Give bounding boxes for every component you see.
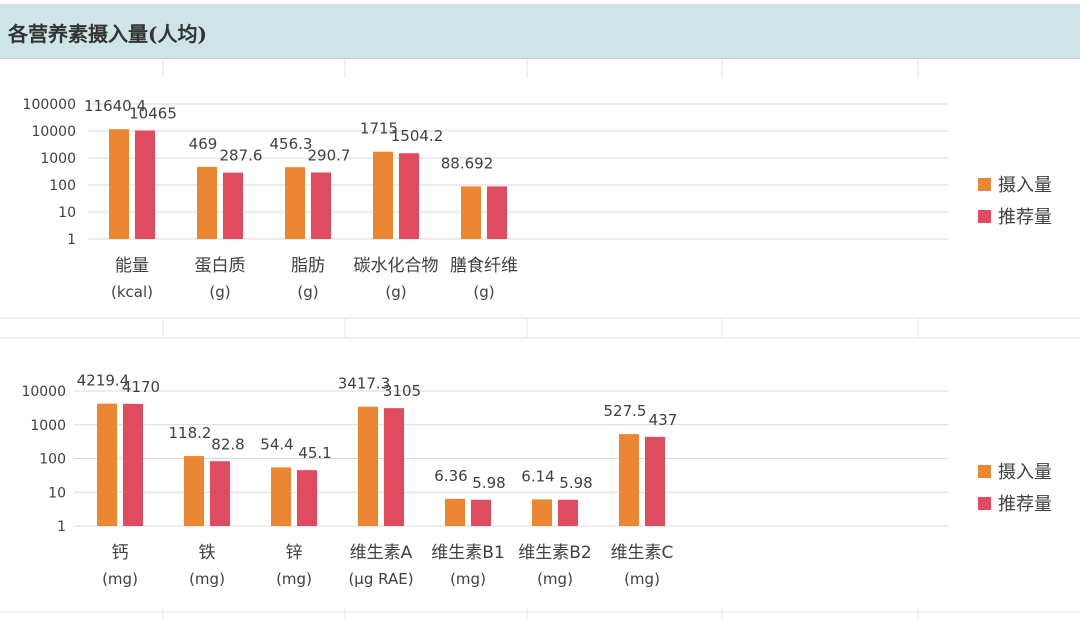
bar-recommended	[558, 499, 578, 526]
y-tick-label: 1000	[40, 151, 76, 167]
bar-intake	[97, 403, 117, 526]
legend-swatch-intake	[978, 178, 991, 191]
y-tick-label: 10000	[21, 384, 66, 400]
y-tick-label: 1	[57, 519, 66, 535]
data-label: 3417.3	[338, 375, 391, 393]
y-tick-label: 10	[58, 205, 76, 221]
data-label: 3105	[383, 382, 421, 400]
bar-intake	[285, 167, 305, 239]
data-label: 82.8	[211, 435, 244, 453]
sheet-header: 各营养素摄入量(人均)	[0, 4, 1080, 59]
bar-intake	[184, 456, 204, 526]
data-label: 527.5	[604, 402, 647, 420]
category-label: 锌	[286, 543, 303, 563]
category-label: 维生素A	[350, 543, 413, 563]
data-label: 11640.4	[84, 97, 146, 115]
data-label: 118.2	[169, 424, 212, 442]
page-title: 各营养素摄入量(人均)	[8, 22, 207, 46]
y-tick-label: 10000	[31, 124, 76, 140]
bar-recommended	[645, 436, 665, 526]
data-label: 54.4	[260, 435, 293, 453]
category-label: 钙	[112, 543, 129, 563]
data-label: 1504.2	[391, 127, 444, 145]
data-label: 4170	[122, 378, 160, 396]
category-label: 能量	[115, 256, 149, 276]
category-unit: (g)	[297, 283, 318, 301]
data-label: 5.98	[472, 474, 505, 492]
bar-recommended	[384, 408, 404, 526]
legend-label-recommended: 推荐量	[998, 494, 1052, 515]
data-label: 88.692	[441, 154, 494, 172]
bar-intake	[358, 406, 378, 526]
data-label: 6.36	[434, 467, 467, 485]
bar-intake	[461, 186, 481, 239]
category-label: 碳水化合物	[354, 256, 439, 276]
category-label: 铁	[199, 543, 216, 563]
bar-intake	[373, 151, 393, 239]
category-unit: (mg)	[189, 570, 225, 588]
data-label: 10465	[129, 104, 177, 122]
category-unit: (mg)	[624, 570, 660, 588]
bar-recommended	[399, 153, 419, 239]
y-tick-label: 100	[49, 178, 76, 194]
category-label: 蛋白质	[195, 256, 246, 276]
bar-recommended	[135, 130, 155, 239]
bar-recommended	[210, 461, 230, 526]
category-unit: (g)	[473, 283, 494, 301]
category-label: 维生素C	[611, 543, 674, 563]
category-unit: (mg)	[276, 570, 312, 588]
category-unit: (g)	[385, 283, 406, 301]
legend-swatch-recommended	[978, 210, 991, 223]
y-tick-label: 10	[48, 485, 66, 501]
y-tick-label: 100	[39, 452, 66, 468]
y-tick-label: 1000	[30, 418, 66, 434]
legend-label-intake: 摄入量	[998, 462, 1052, 483]
category-label: 维生素B1	[431, 543, 504, 563]
bar-recommended	[311, 172, 331, 239]
data-label: 45.1	[298, 444, 331, 462]
legend-swatch-recommended	[978, 497, 991, 510]
data-label: 6.14	[521, 467, 554, 485]
bar-recommended	[223, 172, 243, 239]
y-tick-label: 1	[67, 232, 76, 248]
bar-intake	[197, 166, 217, 239]
legend-label-recommended: 推荐量	[998, 207, 1052, 228]
bar-intake	[109, 129, 129, 239]
data-label: 456.3	[270, 135, 313, 153]
bar-intake	[532, 499, 552, 526]
category-label: 膳食纤维	[450, 256, 518, 276]
data-label: 437	[649, 411, 678, 429]
bar-recommended	[123, 403, 143, 526]
category-unit: (mg)	[537, 570, 573, 588]
bar-intake	[271, 467, 291, 526]
bar-recommended	[297, 470, 317, 526]
legend-swatch-intake	[978, 465, 991, 478]
category-unit: (μg RAE)	[348, 570, 413, 588]
data-label: 287.6	[220, 147, 263, 165]
category-unit: (kcal)	[111, 283, 153, 301]
category-unit: (mg)	[450, 570, 486, 588]
data-label: 5.98	[559, 474, 592, 492]
bar-recommended	[471, 499, 491, 526]
category-unit: (g)	[209, 283, 230, 301]
data-label: 469	[189, 135, 218, 153]
category-label: 脂肪	[291, 256, 325, 276]
bar-recommended	[487, 186, 507, 239]
y-tick-label: 100000	[23, 97, 76, 113]
data-label: 290.7	[308, 146, 351, 164]
bar-intake	[445, 498, 465, 526]
data-label: 1715	[360, 120, 398, 138]
legend-label-intake: 摄入量	[998, 175, 1052, 196]
category-label: 维生素B2	[518, 543, 591, 563]
category-unit: (mg)	[102, 570, 138, 588]
bar-intake	[619, 434, 639, 526]
data-label: 4219.4	[77, 372, 130, 390]
